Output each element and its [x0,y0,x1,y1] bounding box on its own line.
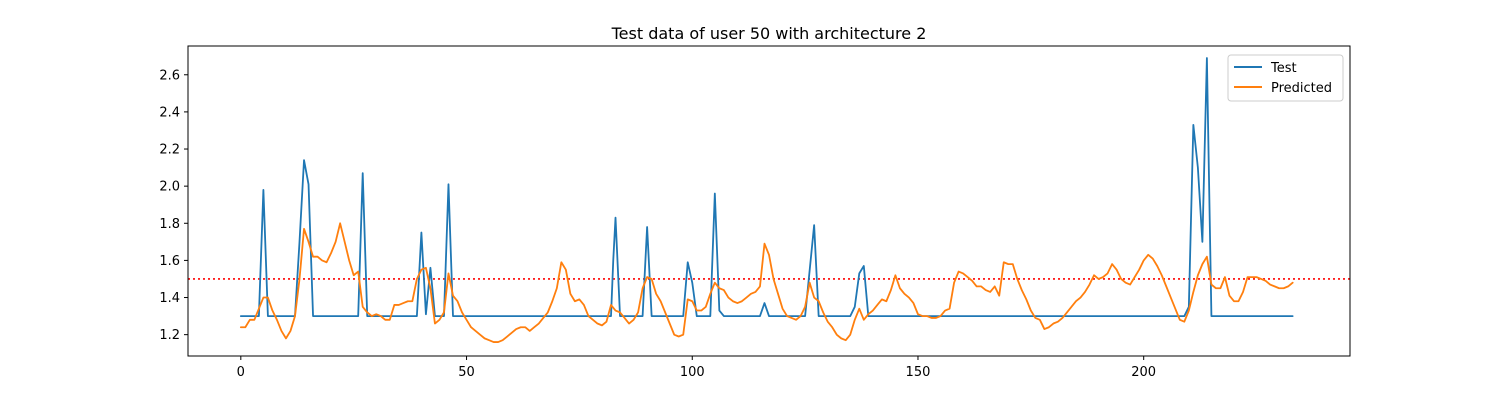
x-tick-label: 0 [237,365,245,380]
x-tick-label: 50 [458,365,475,380]
legend-label-test: Test [1270,61,1297,76]
y-tick-label: 2.4 [159,105,180,120]
y-tick-label: 2.2 [159,143,180,158]
series-line-predicted [239,222,1294,343]
x-tick-label: 100 [680,365,705,380]
plot-frame [187,45,1351,357]
chart-title: Test data of user 50 with architecture 2 [611,24,927,43]
y-tick-label: 1.8 [159,217,180,232]
series-layer [239,57,1294,343]
y-tick-label: 1.6 [159,254,180,269]
y-tick-label: 1.2 [159,328,180,343]
y-axis: 1.2 1.4 1.6 1.8 2.0 2.2 2.4 2.6 [159,68,188,343]
x-axis: 0 50 100 150 200 [237,356,1156,380]
legend: Test Predicted [1227,54,1344,102]
y-tick-label: 1.4 [159,291,180,306]
x-tick-label: 200 [1131,365,1156,380]
y-tick-label: 2.6 [159,68,180,83]
x-tick-label: 150 [906,365,931,380]
legend-label-predicted: Predicted [1271,81,1332,96]
y-tick-label: 2.0 [159,180,180,195]
